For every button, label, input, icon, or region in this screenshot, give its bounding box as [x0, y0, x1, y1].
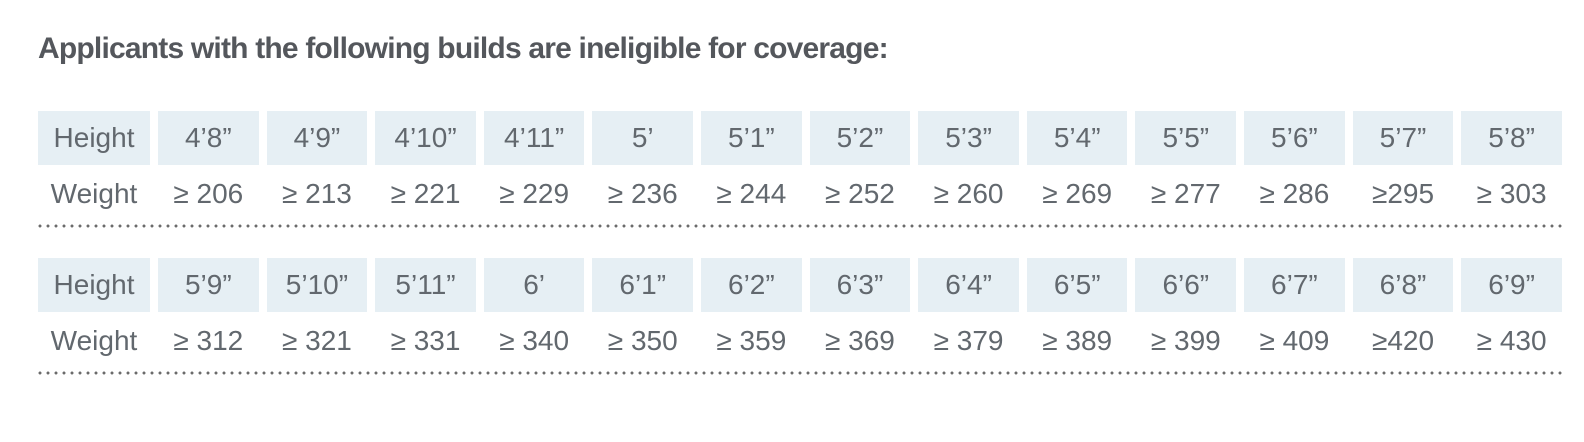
- height-cell: 5’: [592, 110, 694, 165]
- height-cell: 5’2”: [809, 110, 911, 165]
- height-cell: 6’: [483, 257, 585, 312]
- height-cell: 5’7”: [1352, 110, 1454, 165]
- weight-cell: ≥ 244: [716, 178, 787, 209]
- height-cell: 5’8”: [1461, 110, 1562, 165]
- height-cell: 6’1”: [592, 257, 694, 312]
- height-cell: 6’2”: [701, 257, 802, 312]
- weight-cell: ≥ 379: [933, 325, 1004, 356]
- height-cell: 6’8”: [1352, 257, 1454, 312]
- page-title: Applicants with the following builds are…: [38, 32, 889, 65]
- weight-cell: ≥ 260: [933, 178, 1004, 209]
- height-cell: 5’5”: [1135, 110, 1237, 165]
- weight-cell: ≥ 277: [1150, 178, 1221, 209]
- height-row-label: Height: [38, 257, 150, 312]
- weight-cell: ≥ 430: [1476, 325, 1547, 356]
- height-cell: 4’9”: [266, 110, 368, 165]
- weight-row: Weight ≥ 206 ≥ 213 ≥ 221 ≥ 229 ≥ 236 ≥ 244 ≥ 2…: [38, 165, 1562, 224]
- weight-cell: ≥ 252: [825, 178, 895, 209]
- height-row: Height 5’9” 5’10” 5’11” 6’ 6’1” 6’2” 6’3” 6’4” 6…: [38, 257, 1562, 312]
- height-row: Height 4’8” 4’9” 4’10” 4’11” 5’ 5’1” 5’2” 5’3” 5…: [38, 110, 1562, 165]
- weight-row: Weight ≥ 312 ≥ 321 ≥ 331 ≥ 340 ≥ 350 ≥ 359 ≥ 3…: [38, 312, 1562, 371]
- height-cell: 5’1”: [701, 110, 802, 165]
- weight-cell: ≥ 236: [607, 178, 678, 209]
- height-cell: 5’9”: [158, 257, 259, 312]
- dotted-divider: [38, 223, 1562, 228]
- weight-cell: ≥ 321: [281, 325, 352, 356]
- weight-cell: ≥ 286: [1259, 178, 1330, 209]
- height-cell: 6’6”: [1135, 257, 1237, 312]
- weight-cell: ≥420: [1371, 325, 1435, 356]
- weight-cell: ≥ 303: [1476, 178, 1547, 209]
- weight-row-label: Weight: [50, 178, 138, 209]
- height-cell: 5’11”: [375, 257, 476, 312]
- height-cell: 4’10”: [375, 110, 476, 165]
- weight-cell: ≥ 350: [607, 325, 678, 356]
- weight-cell: ≥ 312: [173, 325, 244, 356]
- height-cell: 6’9”: [1461, 257, 1562, 312]
- weight-row-label: Weight: [50, 325, 138, 356]
- weight-cell: ≥ 399: [1150, 325, 1221, 356]
- height-cell: 5’6”: [1244, 110, 1345, 165]
- dotted-divider: [38, 370, 1562, 375]
- height-cell: 6’7”: [1244, 257, 1345, 312]
- weight-cell: ≥ 409: [1259, 325, 1330, 356]
- height-row-label: Height: [38, 110, 150, 165]
- ineligible-builds-table-2: Height 5’9” 5’10” 5’11” 6’ 6’1” 6’2” 6’3” 6’4” 6…: [38, 257, 1562, 375]
- height-cell: 5’3”: [918, 110, 1019, 165]
- height-cell: 4’11”: [483, 110, 585, 165]
- weight-cell: ≥ 389: [1042, 325, 1113, 356]
- page: Applicants with the following builds are…: [38, 32, 1562, 375]
- height-cell: 4’8”: [158, 110, 259, 165]
- weight-cell: ≥ 229: [499, 178, 570, 209]
- weight-cell: ≥ 269: [1042, 178, 1113, 209]
- weight-cell: ≥ 369: [825, 325, 895, 356]
- weight-cell: ≥ 206: [173, 178, 244, 209]
- weight-cell: ≥ 213: [281, 178, 352, 209]
- height-cell: 5’4”: [1026, 110, 1128, 165]
- weight-cell: ≥ 340: [499, 325, 570, 356]
- weight-cell: ≥ 221: [390, 178, 461, 209]
- weight-cell: ≥ 359: [716, 325, 787, 356]
- height-cell: 6’4”: [918, 257, 1019, 312]
- weight-cell: ≥295: [1371, 178, 1435, 209]
- weight-cell: ≥ 331: [390, 325, 461, 356]
- ineligible-builds-table-1: Height 4’8” 4’9” 4’10” 4’11” 5’ 5’1” 5’2” 5’3” 5…: [38, 110, 1562, 228]
- height-cell: 6’5”: [1026, 257, 1128, 312]
- height-cell: 5’10”: [266, 257, 368, 312]
- height-cell: 6’3”: [809, 257, 911, 312]
